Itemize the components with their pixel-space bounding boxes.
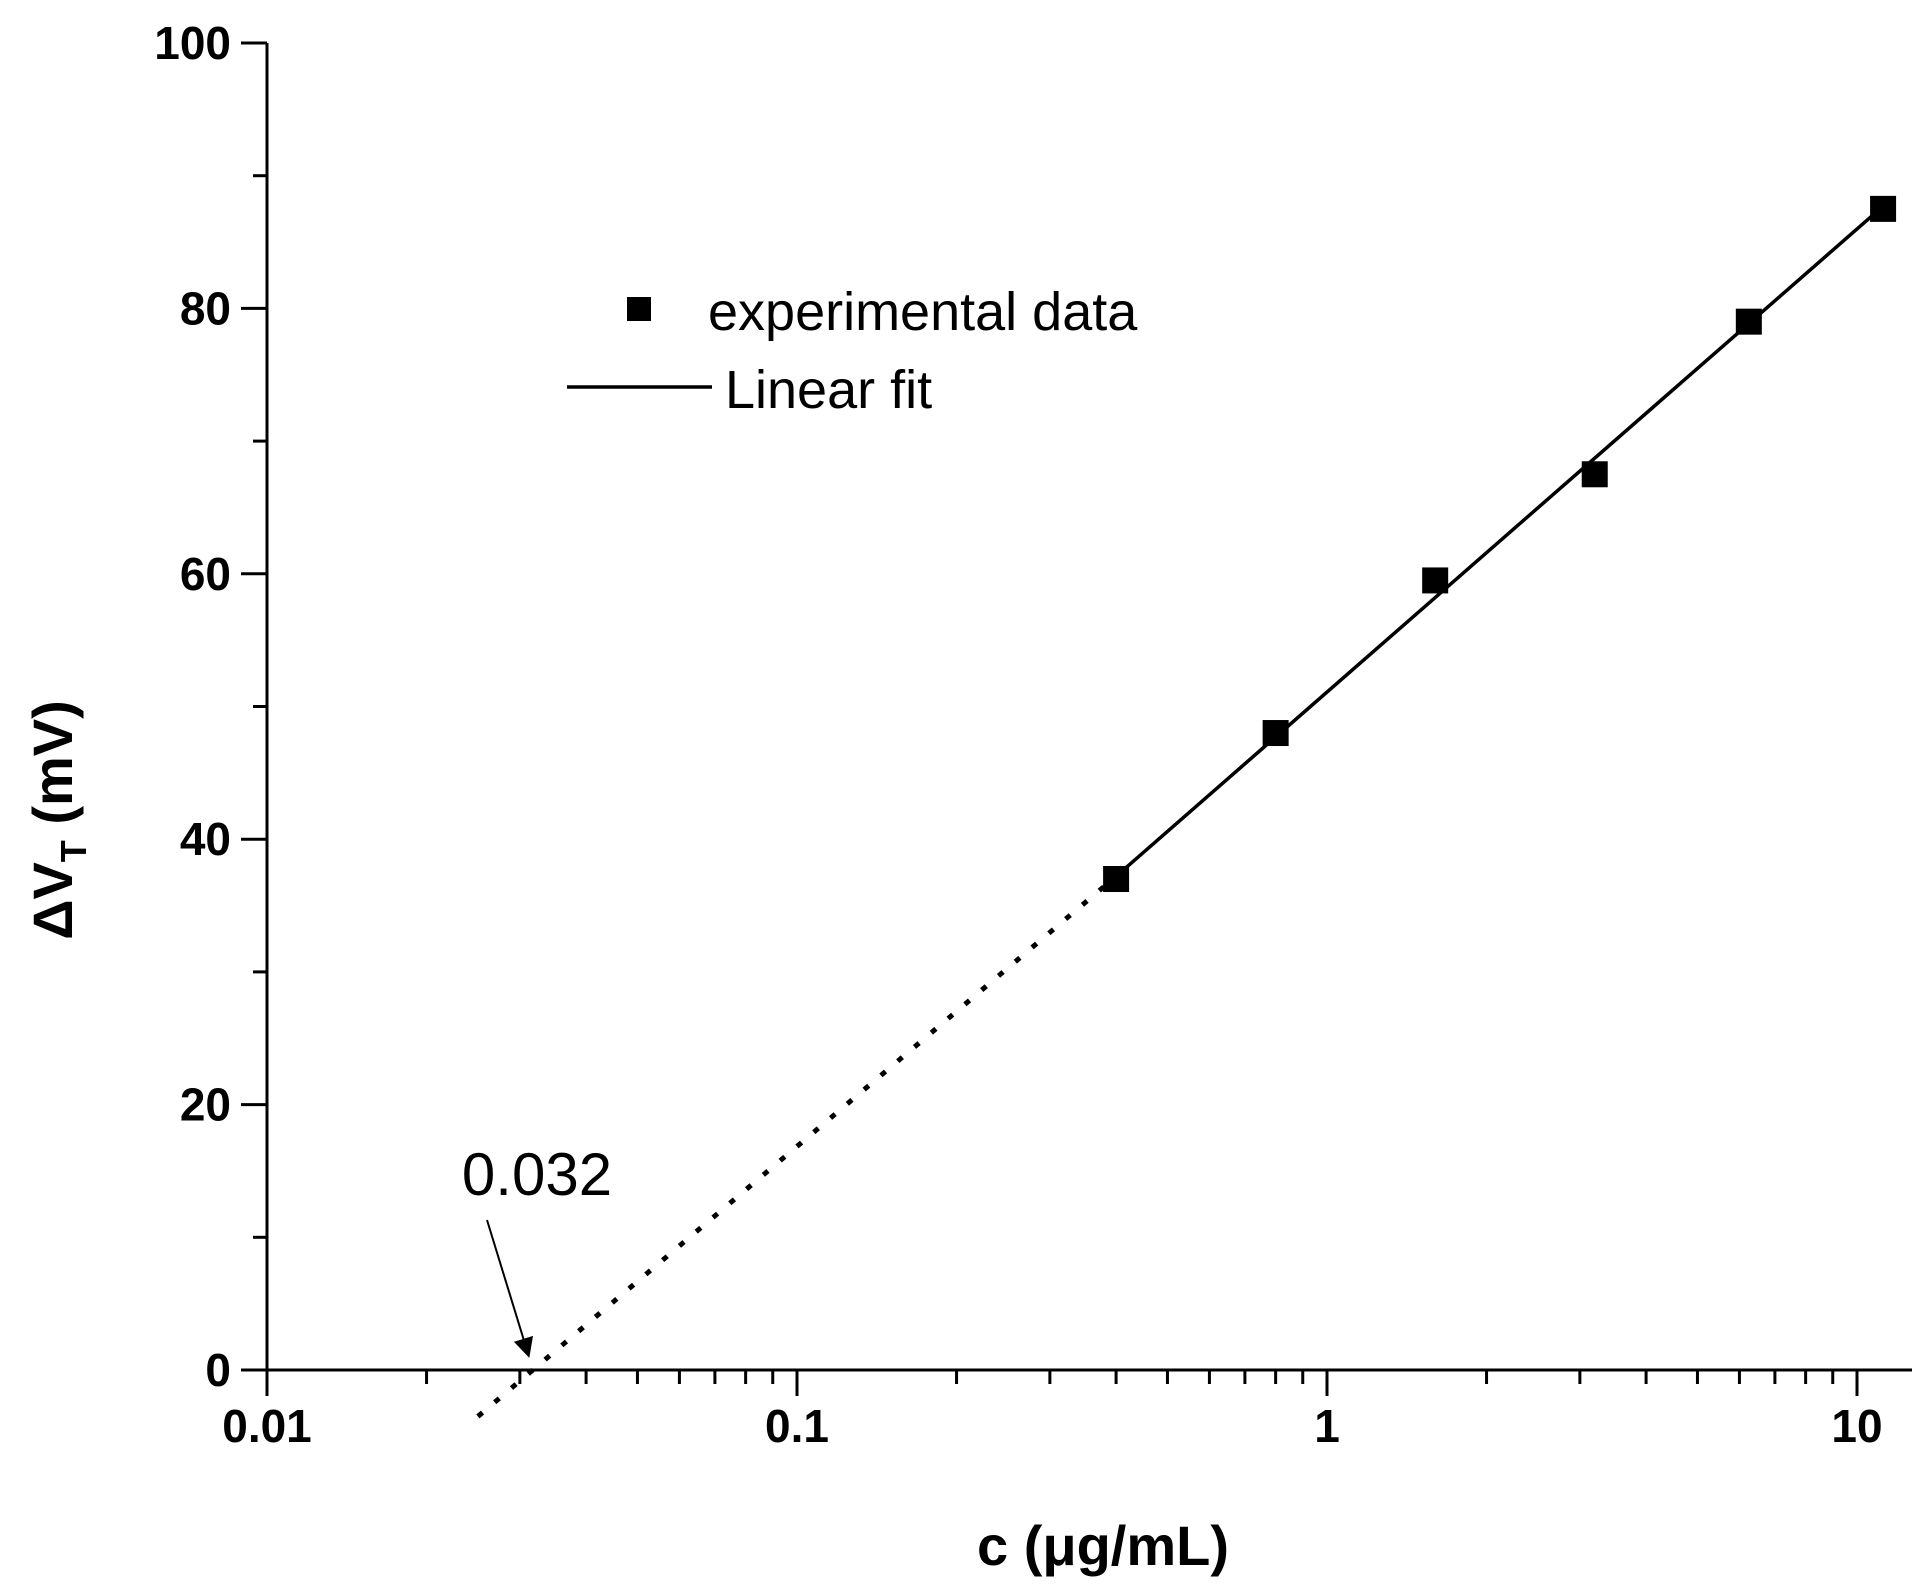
y-axis-title-main: ΔV: [21, 862, 84, 940]
y-tick-label: 100: [154, 17, 231, 69]
data-point: [1103, 866, 1130, 893]
extrapolation-dotted-line: [476, 874, 1118, 1419]
data-point: [1422, 567, 1449, 594]
y-tick-label: 20: [180, 1079, 231, 1131]
y-tick-label: 80: [180, 282, 231, 334]
x-tick-label: 0.1: [765, 1400, 829, 1452]
linear-fit-line: [1114, 204, 1885, 878]
legend-label-linear-fit: Linear fit: [725, 360, 932, 420]
y-axis-title-group: ΔVT (mV): [21, 700, 94, 940]
annotation-text: 0.032: [462, 1141, 612, 1208]
y-axis-title-unit: (mV): [21, 700, 84, 840]
x-axis-title: c (μg/mL): [977, 1514, 1229, 1577]
annotations: 0.032: [462, 1141, 612, 1358]
y-tick-label: 60: [180, 548, 231, 600]
x-tick-label: 10: [1831, 1400, 1882, 1452]
x-tick-label: 0.01: [222, 1400, 312, 1452]
data-series: [476, 195, 1897, 1419]
data-point: [1735, 308, 1762, 335]
axis-tick-labels: 0 20 40 60 80 100 0.01 0.1 1 10: [154, 17, 1882, 1452]
y-tick-label: 0: [205, 1344, 231, 1396]
x-tick-label: 1: [1314, 1400, 1340, 1452]
annotation-arrow: [486, 1219, 534, 1358]
legend-marker-square: [627, 297, 651, 321]
legend: experimental data Linear fit: [567, 282, 1138, 420]
data-point: [1870, 195, 1897, 222]
y-tick-label: 40: [180, 813, 231, 865]
data-point: [1581, 461, 1608, 488]
y-axis-title: ΔVT (mV): [21, 700, 94, 940]
legend-label-experimental: experimental data: [708, 282, 1138, 342]
y-axis-title-subscript: T: [53, 840, 94, 862]
data-point: [1262, 720, 1289, 747]
axis-ticks: [241, 41, 1859, 1396]
